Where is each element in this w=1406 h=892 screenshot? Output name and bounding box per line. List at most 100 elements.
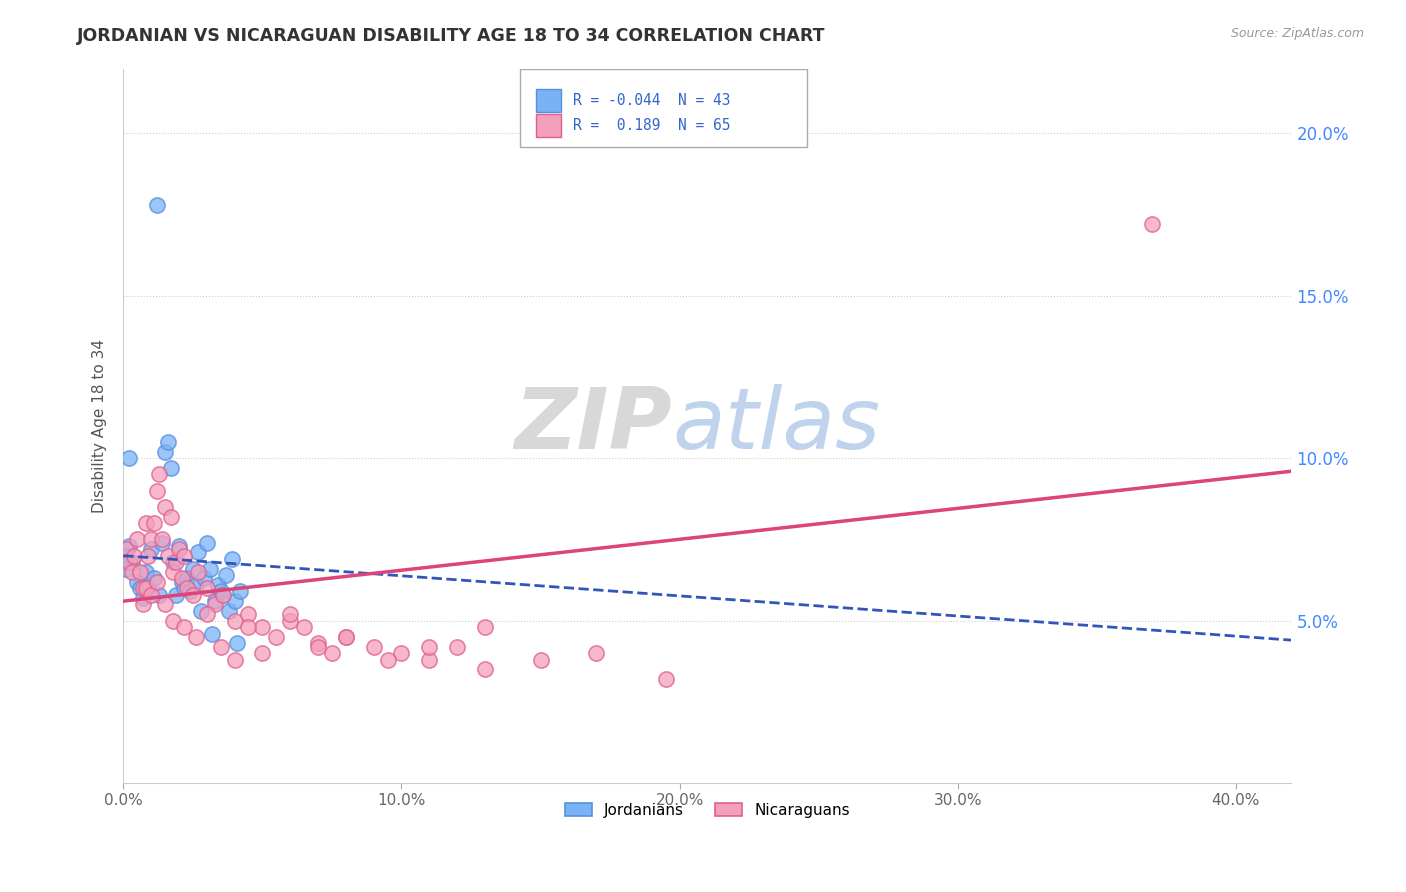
Point xyxy=(115,562,138,576)
Point xyxy=(165,588,187,602)
Point xyxy=(307,636,329,650)
Point xyxy=(118,555,141,569)
Point xyxy=(184,578,207,592)
Point xyxy=(201,626,224,640)
Point xyxy=(135,565,157,579)
Point xyxy=(204,594,226,608)
FancyBboxPatch shape xyxy=(520,69,807,147)
Point xyxy=(148,588,170,602)
Y-axis label: Disability Age 18 to 34: Disability Age 18 to 34 xyxy=(93,339,107,513)
Point xyxy=(150,533,173,547)
Text: atlas: atlas xyxy=(672,384,880,467)
Point xyxy=(118,451,141,466)
Point xyxy=(176,571,198,585)
Point xyxy=(132,581,155,595)
Point xyxy=(224,614,246,628)
Point xyxy=(139,588,162,602)
Point xyxy=(153,500,176,514)
Point xyxy=(198,562,221,576)
Point xyxy=(170,571,193,585)
Point xyxy=(153,444,176,458)
Point xyxy=(142,571,165,585)
Point xyxy=(195,607,218,622)
Point xyxy=(278,607,301,622)
Point xyxy=(139,533,162,547)
Point xyxy=(529,652,551,666)
Point xyxy=(229,584,252,599)
Point xyxy=(307,640,329,654)
Point xyxy=(181,588,204,602)
Point xyxy=(190,604,212,618)
Point xyxy=(252,646,274,660)
Point xyxy=(292,620,315,634)
Point xyxy=(132,598,155,612)
Point xyxy=(132,591,155,605)
Point xyxy=(153,598,176,612)
Point xyxy=(207,578,229,592)
Point xyxy=(204,598,226,612)
Point xyxy=(209,584,232,599)
Point xyxy=(162,614,184,628)
Point xyxy=(167,539,190,553)
Point xyxy=(418,640,440,654)
Point xyxy=(238,607,260,622)
Point xyxy=(127,533,149,547)
Point xyxy=(218,604,240,618)
Point xyxy=(121,565,143,579)
Point xyxy=(179,584,201,599)
Point xyxy=(145,198,167,212)
Point xyxy=(176,581,198,595)
Point xyxy=(391,646,413,660)
Point xyxy=(150,535,173,549)
Point xyxy=(474,662,496,676)
Point xyxy=(129,581,152,595)
Point xyxy=(215,568,238,582)
Point xyxy=(221,552,243,566)
Point xyxy=(135,516,157,531)
Text: R =  0.189  N = 65: R = 0.189 N = 65 xyxy=(574,118,731,133)
Point xyxy=(195,535,218,549)
Point xyxy=(187,565,209,579)
Point xyxy=(170,574,193,589)
Point xyxy=(278,614,301,628)
Point xyxy=(173,549,195,563)
Point xyxy=(135,581,157,595)
Point xyxy=(115,542,138,557)
Point xyxy=(212,588,235,602)
Point xyxy=(418,652,440,666)
Point xyxy=(335,630,357,644)
Point xyxy=(195,581,218,595)
Bar xyxy=(536,89,561,112)
Point xyxy=(238,620,260,634)
Point xyxy=(159,461,181,475)
Point xyxy=(167,542,190,557)
Point xyxy=(138,549,160,563)
Point xyxy=(121,555,143,569)
Point xyxy=(212,588,235,602)
Point xyxy=(209,640,232,654)
Point xyxy=(264,630,287,644)
Point xyxy=(127,574,149,589)
Point xyxy=(226,636,249,650)
Point xyxy=(474,620,496,634)
Point xyxy=(224,594,246,608)
Point xyxy=(145,483,167,498)
Point xyxy=(654,672,676,686)
Point xyxy=(446,640,468,654)
Point xyxy=(148,467,170,482)
Legend: Jordanians, Nicaraguans: Jordanians, Nicaraguans xyxy=(557,795,858,825)
Point xyxy=(124,549,146,563)
Text: ZIP: ZIP xyxy=(515,384,672,467)
Point xyxy=(159,509,181,524)
Point xyxy=(377,652,399,666)
Point xyxy=(129,565,152,579)
Point xyxy=(173,620,195,634)
Point xyxy=(162,555,184,569)
Point xyxy=(224,652,246,666)
Point xyxy=(173,581,195,595)
Point xyxy=(184,630,207,644)
Point xyxy=(181,562,204,576)
Bar xyxy=(536,114,561,137)
Point xyxy=(139,542,162,557)
Text: R = -0.044  N = 43: R = -0.044 N = 43 xyxy=(574,93,731,108)
